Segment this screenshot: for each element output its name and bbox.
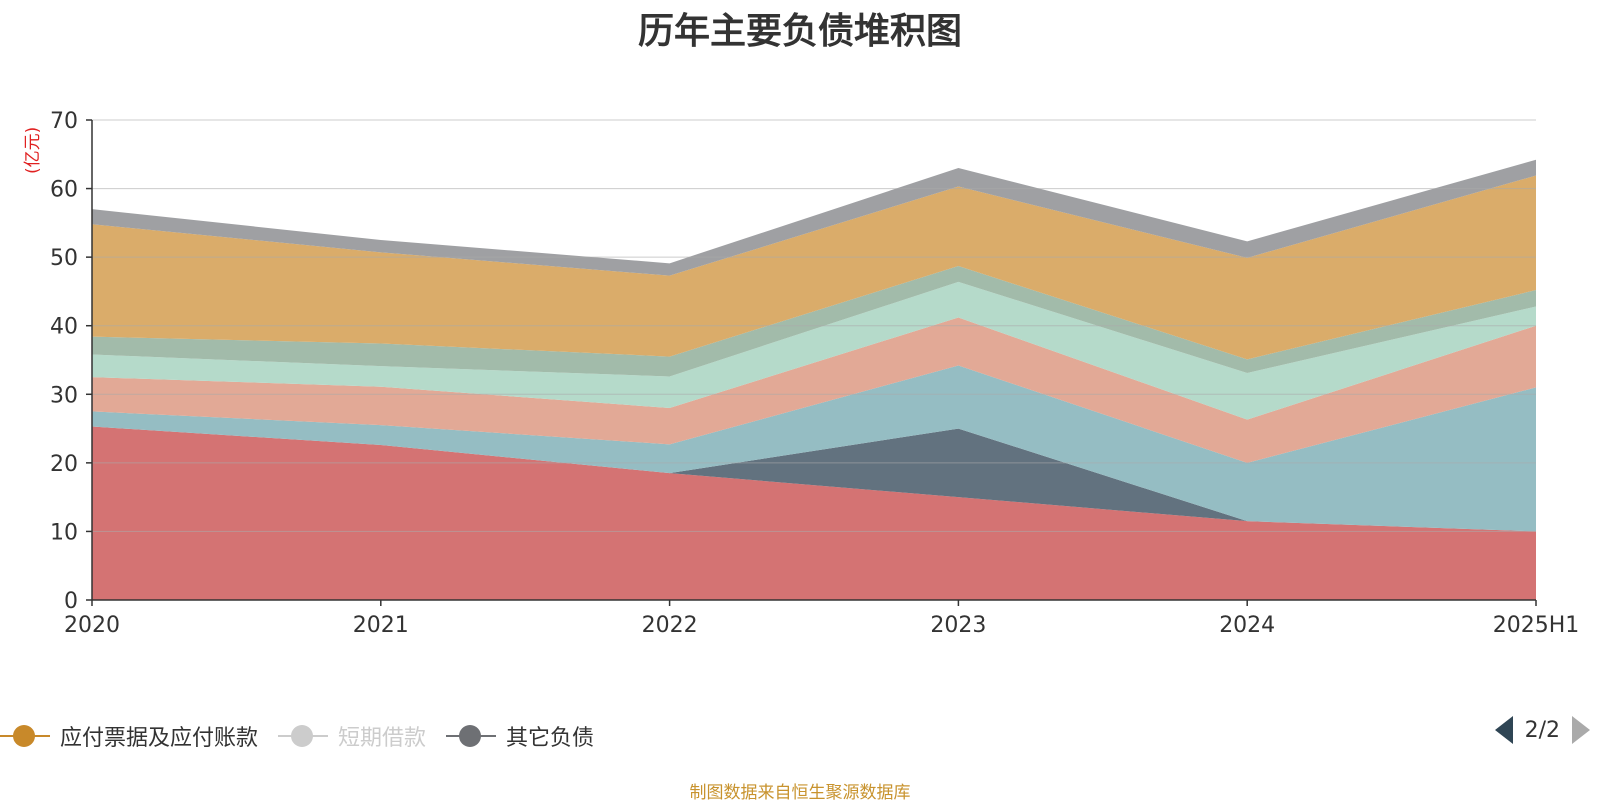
x-tick-label: 2021 bbox=[353, 613, 409, 638]
legend-item-short-term-loans[interactable]: 短期借款 bbox=[278, 720, 426, 752]
y-tick-label: 50 bbox=[50, 246, 78, 271]
legend-marker-icon bbox=[0, 723, 50, 749]
legend-item-payables[interactable]: 应付票据及应付账款 bbox=[0, 720, 258, 752]
area-series-3 bbox=[92, 317, 1536, 463]
chart-title: 历年主要负债堆积图 bbox=[637, 11, 962, 52]
next-page-icon[interactable] bbox=[1572, 716, 1590, 744]
stacked-area-chart: 0 10 20 30 40 50 60 70 2020 2021 2022 2023 2024 2025H… bbox=[50, 109, 1580, 638]
source-note: 制图数据来自恒生聚源数据库 bbox=[689, 783, 911, 803]
area-series-1 bbox=[92, 426, 1536, 532]
y-tick-label: 10 bbox=[50, 520, 78, 545]
area-series-7 bbox=[92, 159, 1536, 276]
x-tick-label: 2023 bbox=[930, 613, 986, 638]
legend-item-other-liabilities[interactable]: 其它负债 bbox=[446, 720, 594, 752]
y-tick-label: 60 bbox=[50, 178, 78, 203]
area-series-6 bbox=[92, 175, 1536, 360]
legend-marker-icon bbox=[446, 723, 497, 749]
legend-label-payables: 应付票据及应付账款 bbox=[60, 726, 259, 751]
pager-text: 2/2 bbox=[1524, 717, 1560, 743]
area-series-4 bbox=[92, 281, 1536, 420]
area-series-5 bbox=[92, 266, 1536, 377]
y-tick-label: 0 bbox=[64, 589, 78, 614]
legend-label-short-term-loans: 短期借款 bbox=[338, 726, 427, 751]
x-tick-label: 2020 bbox=[64, 613, 120, 638]
y-tick-label: 20 bbox=[50, 452, 78, 477]
x-tick-label: 2022 bbox=[642, 613, 698, 638]
x-tick-label: 2024 bbox=[1219, 613, 1275, 638]
area-series-2 bbox=[92, 365, 1536, 532]
y-tick-label: 40 bbox=[50, 315, 78, 340]
legend-marker-icon bbox=[278, 723, 329, 749]
legend: 应付票据及应付账款 短期借款 其它负债 bbox=[0, 716, 614, 756]
x-tick-label: 2025H1 bbox=[1493, 613, 1580, 638]
y-tick-label: 30 bbox=[50, 383, 78, 408]
prev-page-icon[interactable] bbox=[1494, 716, 1513, 744]
legend-pager: 2/2 bbox=[1494, 716, 1590, 744]
legend-label-other-liabilities: 其它负债 bbox=[506, 726, 595, 751]
y-tick-label: 70 bbox=[50, 109, 78, 134]
area-series-0 bbox=[92, 426, 1536, 600]
